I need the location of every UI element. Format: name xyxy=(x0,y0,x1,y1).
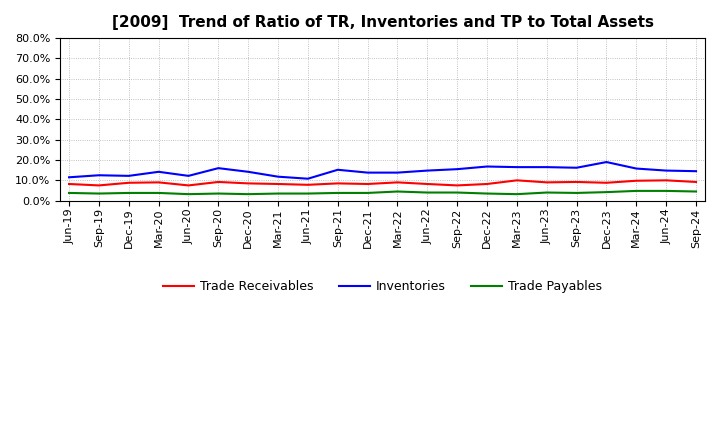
Trade Receivables xyxy=(94,183,103,188)
Trade Receivables xyxy=(364,181,372,187)
Inventories xyxy=(184,173,193,179)
Trade Receivables xyxy=(184,183,193,188)
Line: Trade Receivables: Trade Receivables xyxy=(69,180,696,185)
Inventories xyxy=(214,165,222,171)
Trade Payables xyxy=(364,190,372,195)
Trade Payables xyxy=(423,190,432,195)
Trade Payables xyxy=(154,190,163,195)
Inventories xyxy=(572,165,581,170)
Inventories xyxy=(364,170,372,175)
Trade Payables xyxy=(65,190,73,195)
Trade Payables xyxy=(304,191,312,196)
Trade Receivables xyxy=(423,181,432,187)
Trade Payables xyxy=(274,191,282,196)
Trade Payables xyxy=(482,191,491,196)
Inventories xyxy=(304,176,312,181)
Trade Payables xyxy=(453,190,462,195)
Line: Trade Payables: Trade Payables xyxy=(69,191,696,194)
Inventories xyxy=(244,169,253,174)
Trade Receivables xyxy=(214,180,222,185)
Trade Receivables xyxy=(125,180,133,185)
Trade Receivables xyxy=(542,180,551,185)
Trade Receivables xyxy=(602,180,611,185)
Inventories xyxy=(423,168,432,173)
Trade Payables xyxy=(632,188,641,194)
Inventories xyxy=(453,166,462,172)
Line: Inventories: Inventories xyxy=(69,162,696,179)
Trade Payables xyxy=(393,189,402,194)
Trade Receivables xyxy=(65,181,73,187)
Inventories xyxy=(632,166,641,171)
Trade Receivables xyxy=(572,180,581,185)
Trade Receivables xyxy=(274,181,282,187)
Inventories xyxy=(513,165,521,170)
Trade Payables xyxy=(125,190,133,195)
Trade Payables xyxy=(333,190,342,195)
Trade Payables xyxy=(244,191,253,197)
Trade Payables xyxy=(692,189,701,194)
Inventories xyxy=(692,169,701,174)
Trade Receivables xyxy=(304,182,312,187)
Trade Payables xyxy=(94,191,103,196)
Trade Payables xyxy=(572,190,581,195)
Trade Receivables xyxy=(453,183,462,188)
Trade Receivables xyxy=(662,178,670,183)
Inventories xyxy=(274,174,282,180)
Legend: Trade Receivables, Inventories, Trade Payables: Trade Receivables, Inventories, Trade Pa… xyxy=(158,275,608,298)
Trade Receivables xyxy=(393,180,402,185)
Trade Payables xyxy=(184,191,193,197)
Inventories xyxy=(662,168,670,173)
Inventories xyxy=(393,170,402,175)
Inventories xyxy=(65,175,73,180)
Inventories xyxy=(333,167,342,172)
Trade Receivables xyxy=(692,180,701,185)
Trade Receivables xyxy=(513,178,521,183)
Trade Payables xyxy=(602,190,611,195)
Trade Payables xyxy=(662,188,670,194)
Trade Receivables xyxy=(482,181,491,187)
Trade Payables xyxy=(542,190,551,195)
Trade Receivables xyxy=(632,178,641,183)
Inventories xyxy=(154,169,163,174)
Title: [2009]  Trend of Ratio of TR, Inventories and TP to Total Assets: [2009] Trend of Ratio of TR, Inventories… xyxy=(112,15,654,30)
Inventories xyxy=(542,165,551,170)
Trade Payables xyxy=(214,191,222,196)
Inventories xyxy=(602,159,611,165)
Inventories xyxy=(125,173,133,179)
Trade Receivables xyxy=(333,181,342,186)
Inventories xyxy=(94,172,103,178)
Trade Receivables xyxy=(244,181,253,186)
Trade Payables xyxy=(513,191,521,197)
Inventories xyxy=(482,164,491,169)
Trade Receivables xyxy=(154,180,163,185)
